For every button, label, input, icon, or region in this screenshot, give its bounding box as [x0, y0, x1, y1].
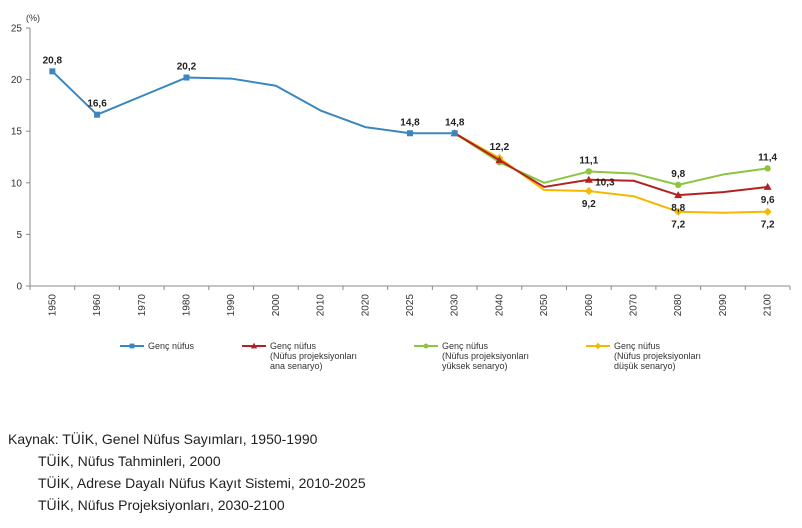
y-unit-label: (%) — [26, 13, 40, 23]
data-label: 7,2 — [671, 220, 685, 231]
triangle-marker — [674, 191, 683, 199]
square-marker — [183, 74, 190, 81]
legend-label: Genç nüfus — [148, 341, 195, 351]
x-tick-label: 2000 — [271, 294, 282, 317]
legend-label: ana senaryo) — [270, 361, 323, 371]
x-tick-label: 2100 — [763, 294, 774, 317]
triangle-marker — [250, 342, 258, 349]
square-marker — [94, 111, 101, 118]
data-label: 8,8 — [671, 203, 685, 214]
data-label: 9,6 — [761, 195, 775, 206]
x-tick-label: 2010 — [316, 294, 327, 317]
data-label: 11,4 — [758, 152, 777, 163]
diamond-marker — [763, 207, 772, 216]
series-1 — [450, 129, 772, 199]
x-tick-label: 2090 — [718, 294, 729, 317]
x-tick-label: 2020 — [360, 294, 371, 317]
chart-series — [49, 68, 772, 216]
x-tick-label: 1970 — [137, 294, 148, 317]
triangle-marker — [584, 175, 593, 183]
x-tick-label: 2030 — [450, 294, 461, 317]
legend-item-0: Genç nüfus — [120, 341, 195, 351]
square-marker — [49, 68, 56, 75]
circle-marker — [585, 168, 593, 175]
source-line-2: TÜİK, Nüfus Tahminleri, 2000 — [38, 453, 221, 469]
x-tick-label: 2070 — [629, 294, 640, 317]
square-marker — [407, 130, 413, 137]
data-labels: 20,8 16,6 20,2 14,8 14,8 12,2 10,3 8,8 9,6 11,1 9,… — [43, 55, 778, 230]
x-tick-label: 2025 — [405, 294, 416, 317]
circle-marker — [675, 181, 682, 189]
x-tick-label: 2080 — [673, 294, 684, 317]
diamond-marker — [594, 342, 602, 350]
source-line-4: TÜİK, Nüfus Projeksiyonları, 2030-2100 — [38, 497, 285, 513]
x-tick-label: 2040 — [494, 294, 505, 317]
legend-label: yüksek senaryo) — [442, 361, 508, 371]
triangle-marker — [763, 182, 772, 190]
y-tick-label: 20 — [11, 75, 23, 86]
data-label: 11,1 — [579, 155, 598, 166]
x-tick-label: 1990 — [226, 294, 237, 317]
data-label: 14,8 — [445, 117, 465, 128]
y-tick-label: 25 — [11, 24, 23, 35]
x-tick-label: 2050 — [539, 294, 550, 317]
y-tick-label: 15 — [11, 127, 23, 138]
data-label: 9,2 — [582, 199, 596, 210]
data-label: 16,6 — [87, 99, 107, 110]
data-label: 14,8 — [400, 117, 420, 128]
data-label: 12,2 — [490, 142, 510, 153]
data-label: 20,8 — [43, 55, 63, 66]
data-label: 7,2 — [761, 220, 775, 231]
y-tick-label: 5 — [16, 230, 22, 241]
legend-label: Genç nüfus — [614, 341, 661, 351]
chart-legend: Genç nüfus Genç nüfus(Nüfus projeksiyonla… — [120, 341, 701, 371]
y-tick-label: 10 — [11, 178, 23, 189]
square-marker — [129, 343, 135, 349]
source-line-3: TÜİK, Adrese Dayalı Nüfus Kayıt Sistemi,… — [38, 475, 366, 491]
data-label: 10,3 — [595, 178, 615, 189]
series-3 — [454, 132, 772, 216]
diamond-marker — [674, 207, 683, 216]
square-marker — [451, 130, 458, 137]
x-tick-label: 2060 — [584, 294, 595, 317]
circle-marker — [764, 165, 771, 172]
series-line — [454, 132, 768, 197]
source-line-1: Kaynak: TÜİK, Genel Nüfus Sayımları, 195… — [8, 431, 318, 447]
triangle-marker — [495, 156, 504, 164]
data-label: 20,2 — [177, 62, 197, 73]
legend-label: (Nüfus projeksiyonları — [270, 351, 357, 361]
x-tick-label: 1950 — [47, 294, 58, 317]
series-line — [51, 70, 455, 135]
x-tick-label: 1960 — [92, 294, 103, 317]
legend-label: (Nüfus projeksiyonları — [442, 351, 529, 361]
series-0 — [49, 68, 458, 137]
diamond-marker — [584, 187, 593, 196]
legend-label: Genç nüfus — [442, 341, 489, 351]
legend-label: düşük senaryo) — [614, 361, 676, 371]
legend-label: (Nüfus projeksiyonları — [614, 351, 701, 361]
legend-label: Genç nüfus — [270, 341, 317, 351]
source-note: Kaynak: TÜİK, Genel Nüfus Sayımları, 195… — [8, 428, 366, 516]
x-tick-label: 1980 — [181, 294, 192, 317]
data-label: 9,8 — [671, 169, 685, 180]
circle-marker — [423, 343, 429, 349]
series-line — [454, 132, 768, 214]
y-tick-label: 0 — [16, 282, 22, 293]
